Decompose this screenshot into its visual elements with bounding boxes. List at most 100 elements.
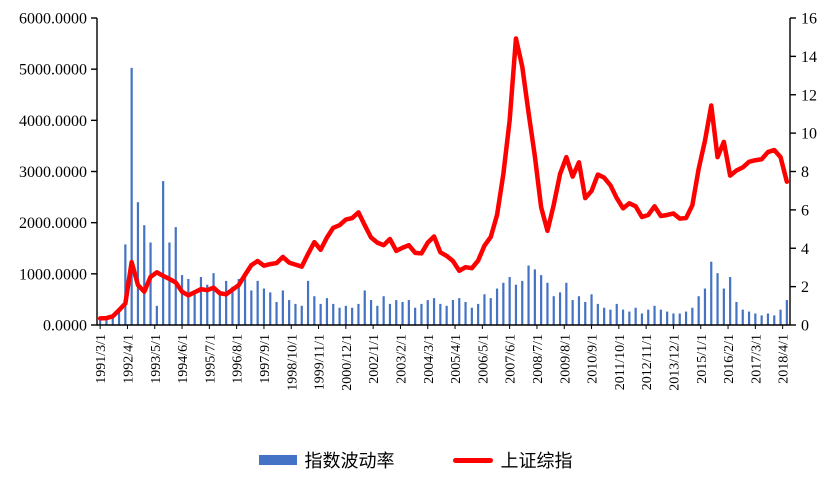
shanghai-composite-line xyxy=(97,36,790,321)
volatility-bar xyxy=(231,286,234,326)
volatility-bar xyxy=(678,313,681,325)
volatility-bar xyxy=(596,303,599,325)
x-axis-label: 1994/6/1 xyxy=(176,334,191,384)
volatility-bar xyxy=(105,317,108,325)
left-axis-label: 4000.0000 xyxy=(19,113,87,130)
volatility-bar xyxy=(407,300,410,325)
volatility-bar xyxy=(741,309,744,325)
volatility-bar xyxy=(99,317,102,325)
chart-legend: 指数波动率 上证综指 xyxy=(0,442,831,478)
volatility-bar xyxy=(760,315,763,325)
volatility-bar xyxy=(666,311,669,325)
volatility-bar xyxy=(495,288,499,325)
x-axis-label: 1992/4/1 xyxy=(121,334,136,384)
volatility-bar xyxy=(464,301,467,325)
volatility-bar xyxy=(779,309,782,325)
legend-label-volatility: 指数波动率 xyxy=(304,451,395,471)
left-axis-label: 6000.0000 xyxy=(19,11,87,28)
volatility-bar xyxy=(187,278,190,325)
volatility-bar xyxy=(558,292,562,325)
volatility-bar xyxy=(603,307,606,325)
volatility-bar xyxy=(508,277,511,325)
x-axis-label: 1995/7/1 xyxy=(203,334,218,384)
volatility-bar xyxy=(275,301,278,325)
volatility-bar xyxy=(325,298,329,325)
volatility-bar xyxy=(306,280,310,325)
volatility-bar xyxy=(514,284,518,325)
volatility-bar xyxy=(621,309,625,325)
volatility-bar xyxy=(489,298,492,325)
volatility-bar xyxy=(369,300,373,325)
volatility-bar xyxy=(691,307,694,325)
x-axis-label: 2018/4/1 xyxy=(777,334,792,384)
volatility-bar xyxy=(483,294,486,325)
volatility-bar xyxy=(143,225,146,325)
volatility-bar xyxy=(344,305,347,325)
x-axis-label: 2010/9/1 xyxy=(586,334,601,384)
volatility-bar xyxy=(552,296,555,325)
volatility-bar xyxy=(180,275,184,325)
volatility-bar xyxy=(628,311,631,325)
volatility-bar xyxy=(168,242,171,325)
volatility-bar xyxy=(747,311,751,325)
x-axis-label: 1991/3/1 xyxy=(94,334,109,384)
volatility-bar xyxy=(710,261,713,325)
volatility-bar xyxy=(703,288,707,325)
volatility-bar xyxy=(117,311,121,325)
volatility-bar xyxy=(609,309,612,325)
legend-bar-swatch-icon xyxy=(258,455,297,465)
volatility-bar xyxy=(193,294,196,325)
volatility-bar xyxy=(363,290,366,325)
volatility-bar xyxy=(351,307,354,325)
volatility-bar xyxy=(729,277,732,325)
volatility-bar xyxy=(319,303,322,325)
volatility-bar xyxy=(420,303,423,325)
volatility-bar xyxy=(162,181,165,325)
volatility-bar xyxy=(451,300,455,325)
volatility-bar xyxy=(647,309,650,325)
x-axis-label: 2007/6/1 xyxy=(504,334,519,384)
volatility-bar xyxy=(615,303,618,325)
x-axis-label: 2013/12/1 xyxy=(667,334,682,391)
chart-canvas: 0.0000 1000.0000 2000.0000 3000.0000 4000.00… xyxy=(19,11,817,391)
volatility-bar xyxy=(716,273,719,325)
volatility-bar xyxy=(243,273,247,325)
volatility-bar xyxy=(174,227,177,325)
right-axis-label: 12 xyxy=(801,87,817,104)
volatility-bar xyxy=(300,305,303,325)
x-axis-label: 2011/10/1 xyxy=(613,334,628,390)
volatility-bar xyxy=(640,313,644,325)
x-axis-label: 1996/8/1 xyxy=(231,334,246,384)
x-axis-label: 2002/1/1 xyxy=(367,334,382,384)
volatility-bar xyxy=(754,313,757,325)
volatility-bar xyxy=(477,303,480,325)
volatility-bar xyxy=(533,269,536,325)
volatility-bar xyxy=(395,300,398,325)
x-axis-label: 2009/8/1 xyxy=(558,334,573,384)
x-axis-label: 2003/2/1 xyxy=(394,334,409,384)
right-axis-label: 0 xyxy=(801,318,809,335)
right-axis-label: 14 xyxy=(801,49,817,66)
volatility-bar xyxy=(357,303,360,325)
volatility-bar xyxy=(401,301,404,325)
volatility-bar xyxy=(445,305,448,325)
volatility-bar xyxy=(414,307,417,325)
volatility-bar xyxy=(111,315,114,325)
volatility-bar xyxy=(684,311,688,325)
x-axis-label: 2012/11/1 xyxy=(640,334,655,390)
right-axis-label: 6 xyxy=(801,202,809,219)
volatility-bar xyxy=(294,303,297,325)
volatility-bar xyxy=(225,280,228,325)
volatility-bar xyxy=(540,275,543,325)
x-axis-label: 1997/9/1 xyxy=(258,334,273,384)
volatility-bar xyxy=(124,244,127,325)
volatility-bar xyxy=(199,277,203,325)
volatility-bar xyxy=(659,309,662,325)
volatility-bar xyxy=(136,202,140,325)
volatility-bar xyxy=(426,300,429,325)
right-axis-label: 16 xyxy=(801,11,817,28)
volatility-bar xyxy=(697,296,700,325)
x-axis-label: 2008/7/1 xyxy=(531,334,546,384)
right-axis-label: 2 xyxy=(801,279,809,296)
